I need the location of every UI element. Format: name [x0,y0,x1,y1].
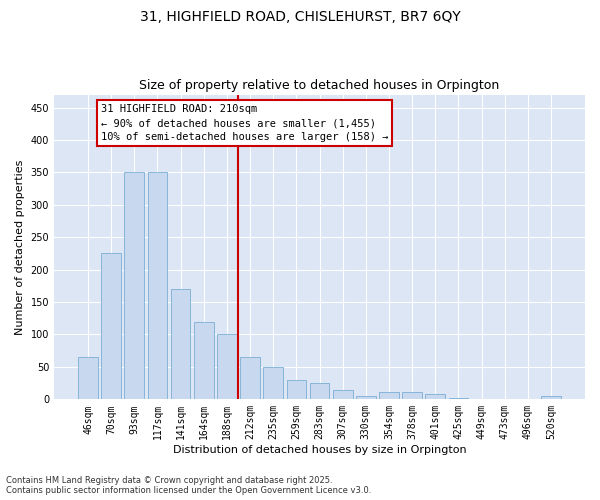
Bar [263,367,283,400]
Bar [101,254,121,400]
Bar [78,357,98,400]
Bar [310,383,329,400]
Title: Size of property relative to detached houses in Orpington: Size of property relative to detached ho… [139,79,500,92]
Bar [240,357,260,400]
Bar [449,398,468,400]
Bar [287,380,306,400]
Bar [379,392,399,400]
Bar [148,172,167,400]
Bar [171,289,190,400]
Y-axis label: Number of detached properties: Number of detached properties [15,160,25,334]
Bar [356,396,376,400]
Bar [495,398,515,400]
Bar [217,334,237,400]
Bar [194,322,214,400]
Bar [124,172,144,400]
Bar [333,390,353,400]
Bar [402,392,422,400]
Text: 31 HIGHFIELD ROAD: 210sqm
← 90% of detached houses are smaller (1,455)
10% of se: 31 HIGHFIELD ROAD: 210sqm ← 90% of detac… [101,104,388,142]
Text: 31, HIGHFIELD ROAD, CHISLEHURST, BR7 6QY: 31, HIGHFIELD ROAD, CHISLEHURST, BR7 6QY [140,10,460,24]
Bar [425,394,445,400]
Bar [472,398,491,400]
Bar [541,396,561,400]
Bar [518,398,538,400]
Text: Contains HM Land Registry data © Crown copyright and database right 2025.
Contai: Contains HM Land Registry data © Crown c… [6,476,371,495]
X-axis label: Distribution of detached houses by size in Orpington: Distribution of detached houses by size … [173,445,466,455]
